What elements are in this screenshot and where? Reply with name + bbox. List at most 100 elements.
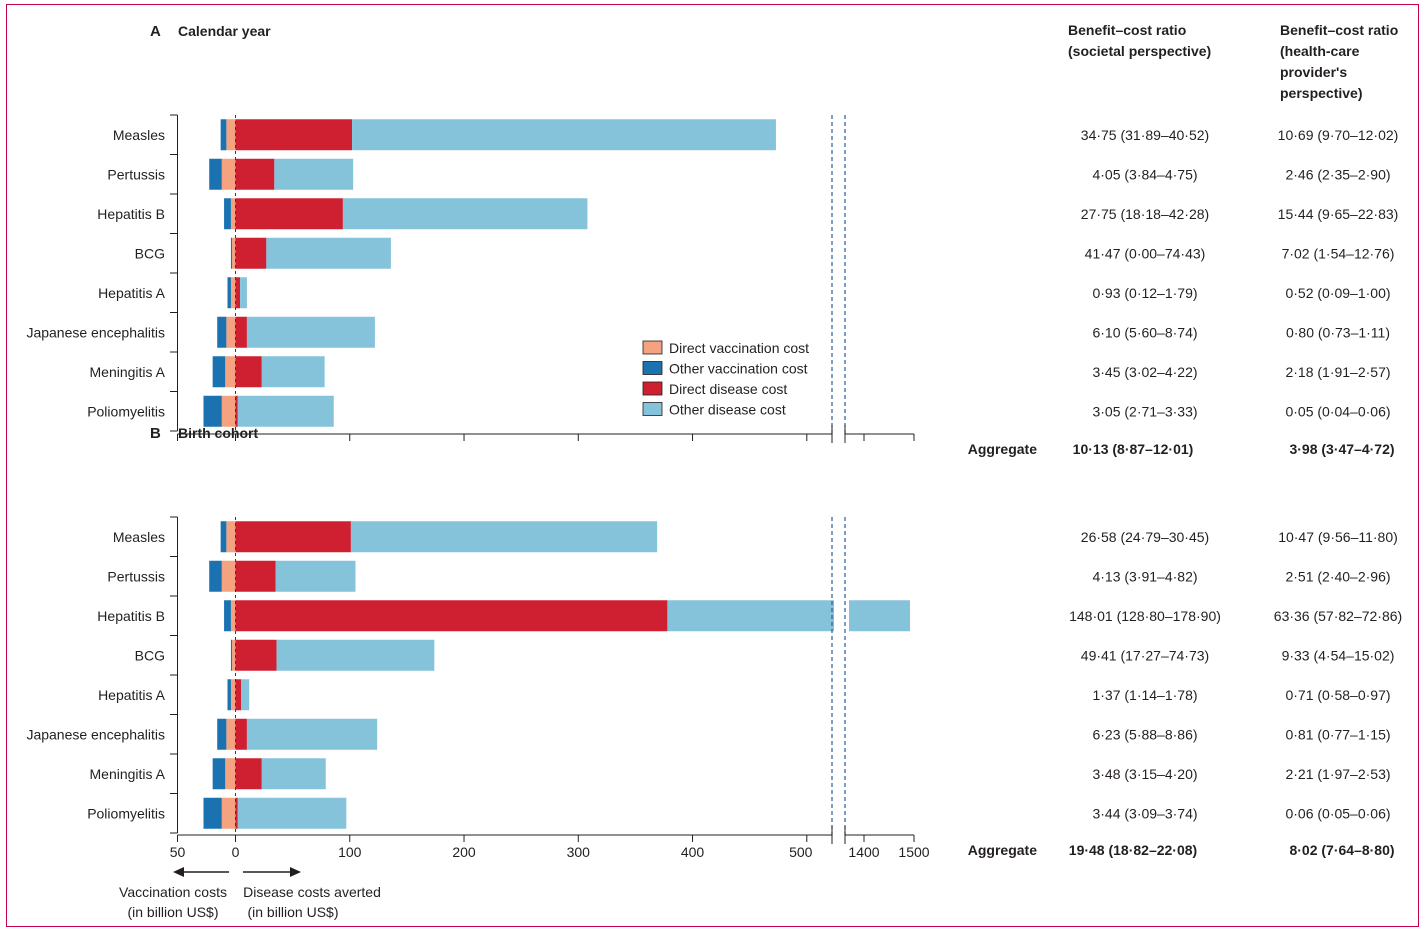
societal-ratio: 4·05 (3·84–4·75): [1092, 166, 1197, 182]
societal-ratio: 6·23 (5·88–8·86): [1092, 726, 1197, 742]
bar-direct-disease-cost: [235, 797, 238, 829]
panel-letter: B: [150, 425, 161, 442]
societal-ratio: 0·93 (0·12–1·79): [1092, 285, 1197, 301]
bar-direct-vaccination-cost: [232, 237, 236, 269]
bar-other-disease-cost: [266, 237, 391, 269]
category-label: BCG: [135, 245, 165, 261]
bar-other-vaccination-cost: [217, 718, 227, 750]
provider-ratio: 10·69 (9·70–12·02): [1278, 127, 1399, 143]
category-label: Pertussis: [107, 568, 165, 584]
bar-direct-disease-cost: [235, 356, 262, 388]
bar-other-vaccination-cost: [209, 158, 222, 190]
bar-direct-vaccination-cost: [230, 277, 236, 309]
bar-direct-disease-cost: [235, 521, 351, 553]
category-label: Measles: [113, 529, 165, 545]
provider-ratio: 2·21 (1·97–2·53): [1285, 766, 1390, 782]
bar-direct-vaccination-cost: [221, 395, 236, 427]
bar-other-vaccination-cost: [203, 797, 222, 829]
category-label: Poliomyelitis: [87, 805, 165, 821]
x-tick-label: 200: [452, 844, 476, 860]
bar-direct-vaccination-cost: [230, 679, 236, 711]
category-label: Meningitis A: [90, 766, 166, 782]
bar-other-disease-cost: [261, 758, 326, 790]
category-label: Poliomyelitis: [87, 403, 165, 419]
bar-direct-disease-cost: [235, 758, 262, 790]
x-tick-label: 500: [789, 844, 813, 860]
bar-other-vaccination-cost: [227, 679, 231, 711]
x-tick-label: 300: [567, 844, 591, 860]
bar-other-disease-cost: [261, 356, 325, 388]
societal-ratio: 148·01 (128·80–178·90): [1069, 608, 1221, 624]
category-label: Hepatitis B: [97, 206, 165, 222]
bar-other-vaccination-cost: [230, 639, 233, 671]
bar-other-disease-cost: [350, 521, 658, 553]
bar-direct-vaccination-cost: [230, 600, 236, 632]
category-label: Measles: [113, 127, 165, 143]
bar-other-disease-cost: [274, 158, 354, 190]
provider-ratio: 9·33 (4·54–15·02): [1282, 647, 1395, 663]
bar-other-disease-cost: [246, 718, 378, 750]
left-arrow-icon: [173, 867, 184, 877]
legend-background: [639, 337, 821, 421]
category-label: Hepatitis A: [98, 285, 166, 301]
category-label: BCG: [135, 647, 165, 663]
provider-ratio: 63·36 (57·82–72·86): [1274, 608, 1402, 624]
bar-direct-vaccination-cost: [232, 639, 236, 671]
figure-frame: [6, 4, 1419, 927]
bar-direct-disease-cost: [235, 237, 267, 269]
x-axis-label-disease: (in billion US$): [247, 904, 338, 920]
bar-other-vaccination-cost: [212, 758, 226, 790]
column-header-provider: Benefit–cost ratio (health-care provider…: [1280, 22, 1399, 101]
bar-other-vaccination-cost: [212, 356, 226, 388]
societal-ratio: 6·10 (5·60–8·74): [1092, 324, 1197, 340]
aggregate-provider: 8·02 (7·64–8·80): [1289, 842, 1394, 858]
bar-direct-vaccination-cost: [226, 119, 236, 151]
societal-ratio: 34·75 (31·89–40·52): [1081, 127, 1209, 143]
provider-ratio: 15·44 (9·65–22·83): [1278, 206, 1399, 222]
bar-other-vaccination-cost: [230, 237, 233, 269]
bar-direct-disease-cost: [235, 679, 242, 711]
bar-other-disease-cost: [240, 277, 247, 309]
provider-ratio: 0·05 (0·04–0·06): [1285, 403, 1390, 419]
bar-direct-disease-cost: [235, 316, 247, 348]
bar-other-vaccination-cost: [220, 119, 227, 151]
societal-ratio: 41·47 (0·00–74·43): [1085, 245, 1206, 261]
societal-ratio: 3·44 (3·09–3·74): [1092, 805, 1197, 821]
provider-ratio: 2·18 (1·91–2·57): [1285, 364, 1390, 380]
legend-label: Direct vaccination cost: [669, 340, 809, 356]
category-label: Hepatitis A: [98, 687, 166, 703]
bar-direct-vaccination-cost: [226, 316, 236, 348]
bar-direct-disease-cost: [235, 639, 277, 671]
bar-direct-disease-cost: [235, 198, 343, 230]
provider-ratio: 0·81 (0·77–1·15): [1285, 726, 1390, 742]
bar-other-vaccination-cost: [220, 521, 227, 553]
societal-ratio: 4·13 (3·91–4·82): [1092, 568, 1197, 584]
axis-break-gap: [834, 115, 849, 431]
panel-title: Birth cohort: [178, 425, 258, 441]
societal-ratio: 27·75 (18·18–42·28): [1081, 206, 1209, 222]
category-label: Hepatitis B: [97, 608, 165, 624]
panel-letter: A: [150, 23, 161, 40]
societal-ratio: 3·05 (2·71–3·33): [1092, 403, 1197, 419]
aggregate-societal: 19·48 (18·82–22·08): [1069, 842, 1197, 858]
x-tick-label: 50: [170, 844, 186, 860]
aggregate-societal: 10·13 (8·87–12·01): [1073, 441, 1194, 457]
bar-other-disease-cost: [237, 395, 334, 427]
x-tick-label: 0: [232, 844, 240, 860]
right-arrow-icon: [290, 867, 301, 877]
category-label: Japanese encephalitis: [26, 324, 165, 340]
bar-direct-disease-cost: [235, 560, 276, 592]
bar-direct-vaccination-cost: [226, 718, 236, 750]
societal-ratio: 49·41 (17·27–74·73): [1081, 647, 1209, 663]
legend-swatch: [642, 340, 663, 355]
bar-direct-disease-cost: [235, 718, 247, 750]
axis-break-gap: [834, 517, 849, 833]
bar-other-vaccination-cost: [209, 560, 222, 592]
bar-direct-disease-cost: [235, 119, 353, 151]
bar-direct-vaccination-cost: [225, 356, 236, 388]
provider-ratio: 0·71 (0·58–0·97): [1285, 687, 1390, 703]
societal-ratio: 3·45 (3·02–4·22): [1092, 364, 1197, 380]
bar-direct-vaccination-cost: [226, 521, 236, 553]
column-header-societal: Benefit–cost ratio (societal perspective…: [1068, 22, 1212, 59]
